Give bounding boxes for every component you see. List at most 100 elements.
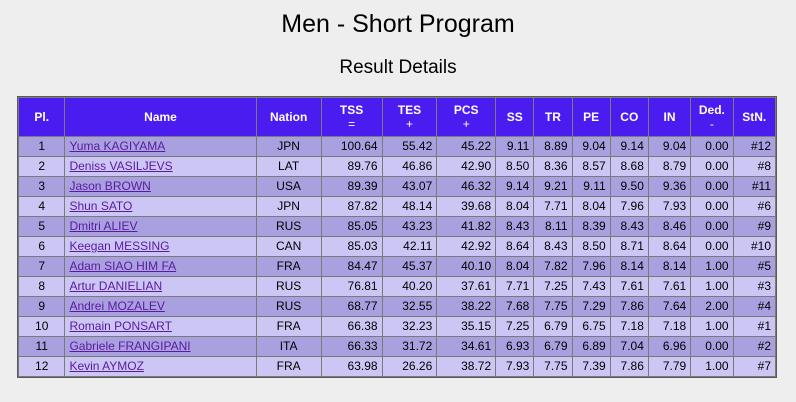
cell-co: 7.18 (610, 317, 648, 336)
col-header-in[interactable]: IN (648, 98, 691, 136)
cell-ded: 0.00 (691, 137, 733, 156)
col-header-co[interactable]: CO (610, 98, 648, 136)
cell-nation: CAN (256, 237, 321, 256)
skater-name-link[interactable]: Gabriele FRANGIPANI (69, 339, 191, 353)
cell-ded: 0.00 (691, 177, 733, 196)
cell-tes: 43.23 (382, 217, 437, 236)
col-header-place[interactable]: Pl. (19, 98, 65, 136)
cell-ded: 0.00 (691, 157, 733, 176)
cell-pl: 7 (19, 257, 65, 276)
col-header-stn[interactable]: StN. (733, 98, 775, 136)
table-row: 10 Romain PONSART FRA 66.38 32.23 35.15 7.25 6.… (19, 317, 775, 336)
cell-tes: 45.37 (382, 257, 437, 276)
skater-name-link[interactable]: Deniss VASILJEVS (69, 159, 173, 173)
tss-operator: = (348, 117, 356, 131)
cell-in: 8.46 (648, 217, 691, 236)
cell-co: 7.96 (610, 197, 648, 216)
table-header-row: Pl. Name Nation TSS = TES + PCS + SS TR PE … (19, 98, 775, 136)
cell-tr: 7.82 (534, 257, 572, 276)
cell-tr: 7.71 (534, 197, 572, 216)
cell-nation: JPN (256, 197, 321, 216)
skater-name-link[interactable]: Andrei MOZALEV (69, 299, 165, 313)
ded-operator: - (709, 117, 714, 131)
cell-stn: #12 (733, 137, 775, 156)
table-row: 9 Andrei MOZALEV RUS 68.77 32.55 38.22 7.68 7.7… (19, 297, 775, 316)
cell-name: Shun SATO (65, 197, 256, 216)
cell-pl: 1 (19, 137, 65, 156)
cell-ded: 0.00 (691, 197, 733, 216)
cell-tss: 85.03 (321, 237, 382, 256)
skater-name-link[interactable]: Artur DANIELIAN (69, 279, 163, 293)
cell-in: 7.79 (648, 357, 691, 376)
cell-pcs: 45.22 (437, 137, 496, 156)
cell-tes: 46.86 (382, 157, 437, 176)
cell-stn: #2 (733, 337, 775, 356)
cell-pe: 8.04 (572, 197, 610, 216)
cell-pcs: 38.22 (437, 297, 496, 316)
cell-stn: #4 (733, 297, 775, 316)
col-header-tes[interactable]: TES + (382, 98, 437, 136)
col-header-pcs[interactable]: PCS + (437, 98, 496, 136)
skater-name-link[interactable]: Jason BROWN (69, 179, 151, 193)
col-header-tss[interactable]: TSS = (321, 98, 382, 136)
cell-pl: 8 (19, 277, 65, 296)
cell-co: 7.86 (610, 297, 648, 316)
cell-co: 7.04 (610, 337, 648, 356)
cell-stn: #3 (733, 277, 775, 296)
cell-stn: #5 (733, 257, 775, 276)
col-header-nation[interactable]: Nation (256, 98, 321, 136)
cell-co: 9.50 (610, 177, 648, 196)
cell-name: Deniss VASILJEVS (65, 157, 256, 176)
cell-tes: 31.72 (382, 337, 437, 356)
col-header-ded[interactable]: Ded. - (691, 98, 733, 136)
cell-nation: LAT (256, 157, 321, 176)
cell-ss: 8.43 (496, 217, 534, 236)
cell-pe: 8.57 (572, 157, 610, 176)
col-header-tr[interactable]: TR (534, 98, 572, 136)
cell-ss: 7.68 (496, 297, 534, 316)
skater-name-link[interactable]: Shun SATO (69, 199, 133, 213)
cell-tes: 26.26 (382, 357, 437, 376)
cell-tss: 68.77 (321, 297, 382, 316)
skater-name-link[interactable]: Romain PONSART (69, 319, 172, 333)
cell-ss: 8.04 (496, 197, 534, 216)
cell-tes: 48.14 (382, 197, 437, 216)
col-header-ss[interactable]: SS (496, 98, 534, 136)
cell-tr: 8.43 (534, 237, 572, 256)
cell-pcs: 41.82 (437, 217, 496, 236)
table-row: 2 Deniss VASILJEVS LAT 89.76 46.86 42.90 8.50 8… (19, 157, 775, 176)
cell-in: 8.14 (648, 257, 691, 276)
cell-pe: 6.89 (572, 337, 610, 356)
cell-ded: 1.00 (691, 277, 733, 296)
cell-tr: 6.79 (534, 337, 572, 356)
cell-pe: 7.43 (572, 277, 610, 296)
skater-name-link[interactable]: Keegan MESSING (69, 239, 170, 253)
col-header-pe[interactable]: PE (572, 98, 610, 136)
skater-name-link[interactable]: Yuma KAGIYAMA (69, 139, 166, 153)
cell-tss: 89.39 (321, 177, 382, 196)
cell-pcs: 42.92 (437, 237, 496, 256)
cell-ss: 7.25 (496, 317, 534, 336)
skater-name-link[interactable]: Kevin AYMOZ (69, 359, 144, 373)
cell-ss: 8.50 (496, 157, 534, 176)
tes-operator: + (405, 117, 413, 131)
cell-name: Keegan MESSING (65, 237, 256, 256)
skater-name-link[interactable]: Adam SIAO HIM FA (69, 259, 177, 273)
table-row: 11 Gabriele FRANGIPANI ITA 66.33 31.72 34.61 6… (19, 337, 775, 356)
pcs-operator: + (462, 117, 470, 131)
cell-tes: 55.42 (382, 137, 437, 156)
cell-tes: 42.11 (382, 237, 437, 256)
cell-ss: 7.93 (496, 357, 534, 376)
cell-ss: 9.14 (496, 177, 534, 196)
cell-pl: 4 (19, 197, 65, 216)
cell-ded: 0.00 (691, 237, 733, 256)
cell-stn: #10 (733, 237, 775, 256)
col-header-name[interactable]: Name (65, 98, 256, 136)
cell-pl: 2 (19, 157, 65, 176)
cell-co: 8.71 (610, 237, 648, 256)
cell-ss: 6.93 (496, 337, 534, 356)
cell-in: 7.61 (648, 277, 691, 296)
cell-tss: 76.81 (321, 277, 382, 296)
cell-pe: 8.39 (572, 217, 610, 236)
skater-name-link[interactable]: Dmitri ALIEV (69, 219, 138, 233)
